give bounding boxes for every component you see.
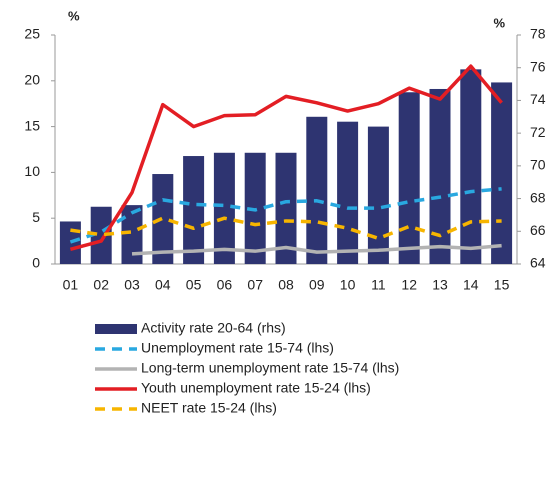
x-tick-label: 13 xyxy=(432,277,448,293)
x-tick-label: 06 xyxy=(217,277,233,293)
y2-tick-label: 68 xyxy=(530,189,546,205)
bar xyxy=(491,82,513,264)
bar xyxy=(121,205,143,264)
legend-label: Unemployment rate 15-74 (lhs) xyxy=(141,340,334,356)
y-tick-label: 0 xyxy=(32,255,40,271)
bar xyxy=(213,152,235,264)
y-tick-label: 5 xyxy=(32,209,40,225)
line xyxy=(70,216,502,241)
bar xyxy=(59,221,81,264)
bar xyxy=(90,206,112,264)
x-tick-label: 10 xyxy=(340,277,356,293)
x-tick-label: 02 xyxy=(93,277,109,293)
legend-label: Activity rate 20-64 (rhs) xyxy=(141,320,286,336)
y2-tick-label: 74 xyxy=(530,91,546,107)
y2-tick-label: 78 xyxy=(530,26,546,42)
legend-label: Youth unemployment rate 15-24 (lhs) xyxy=(141,380,371,396)
line xyxy=(69,187,502,244)
x-tick-label: 04 xyxy=(155,277,171,293)
y2-tick-label: 64 xyxy=(530,255,546,271)
legend-label: Long-term unemployment rate 15-74 (lhs) xyxy=(141,360,399,376)
x-tick-label: 05 xyxy=(186,277,202,293)
x-tick-label: 08 xyxy=(278,277,294,293)
x-tick-label: 03 xyxy=(124,277,140,293)
bar xyxy=(183,156,205,264)
bar xyxy=(429,88,451,264)
bar xyxy=(367,126,389,264)
bar xyxy=(460,69,482,264)
y-tick-label: 20 xyxy=(24,72,40,88)
x-tick-label: 12 xyxy=(401,277,417,293)
y2-tick-label: 66 xyxy=(530,222,546,238)
y2-tick-label: 76 xyxy=(530,58,546,74)
bar xyxy=(152,174,174,264)
y-tick-label: 25 xyxy=(24,26,40,42)
x-tick-label: 09 xyxy=(309,277,325,293)
bar xyxy=(398,92,420,264)
line xyxy=(69,64,503,252)
y2-tick-label: 72 xyxy=(530,124,546,140)
x-tick-label: 07 xyxy=(247,277,263,293)
legend-label: NEET rate 15-24 (lhs) xyxy=(141,400,277,416)
legend-swatch xyxy=(95,324,137,334)
y2-axis-label: % xyxy=(493,15,505,30)
bar xyxy=(337,121,359,264)
y-tick-label: 15 xyxy=(24,117,40,133)
x-tick-label: 01 xyxy=(63,277,79,293)
bar xyxy=(275,152,297,264)
bar xyxy=(306,116,328,265)
y2-tick-label: 70 xyxy=(530,157,546,173)
x-tick-label: 11 xyxy=(371,277,386,293)
line xyxy=(131,243,502,256)
y-tick-label: 10 xyxy=(24,163,40,179)
x-tick-label: 15 xyxy=(494,277,510,293)
x-tick-label: 14 xyxy=(463,277,479,293)
y-axis-label: % xyxy=(68,8,80,23)
